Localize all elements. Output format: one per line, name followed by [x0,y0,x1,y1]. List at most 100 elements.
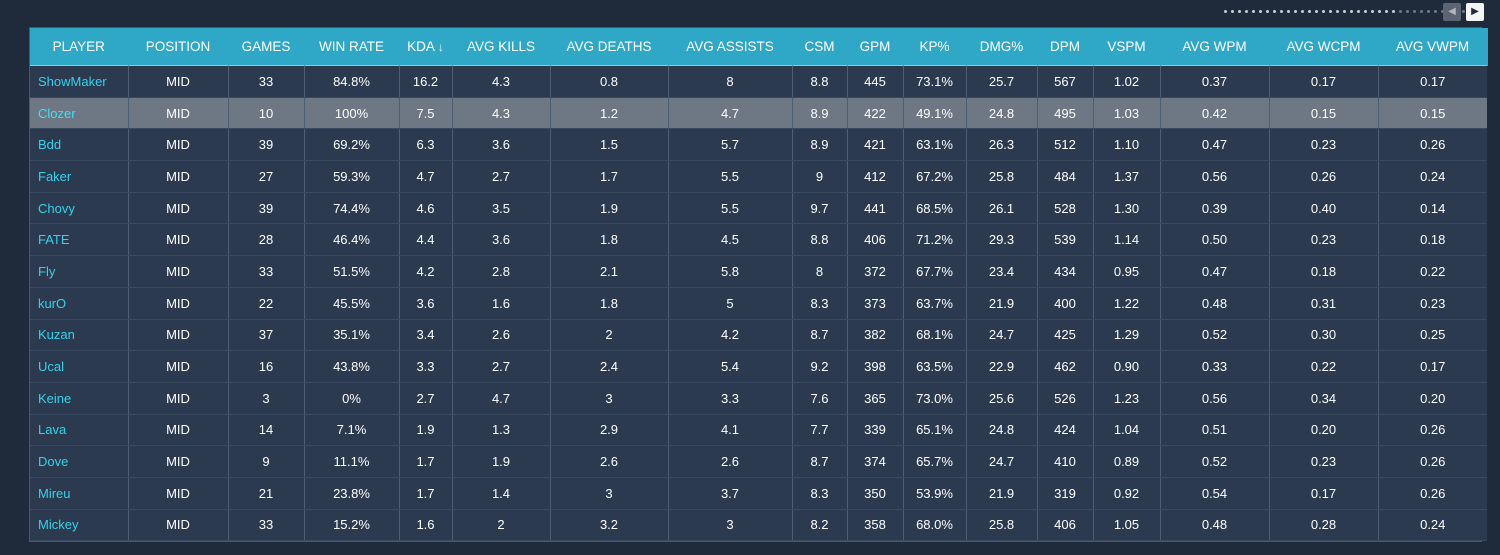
cell-position: MID [128,414,229,447]
column-header-vspm[interactable]: VSPM [1093,28,1161,66]
column-header-player[interactable]: PLAYER [30,28,129,66]
scroll-right-button[interactable]: ▶ [1466,3,1484,21]
cell-avg-deaths: 1.2 [550,97,669,130]
player-name-link[interactable]: Mickey [30,509,129,542]
cell-avg-wpm: 0.51 [1160,414,1270,447]
cell-kp: 67.2% [903,160,967,193]
pagination-dot [1378,10,1381,13]
cell-avg-vwpm: 0.14 [1378,192,1487,225]
table-row[interactable]: Keine MID 3 0% 2.7 4.7 3 3.3 7.6 365 73.0% 25.6 526 1… [30,382,1487,415]
pagination-dot [1329,10,1332,13]
column-header-kda[interactable]: KDA ↓ [399,28,453,66]
player-name-link[interactable]: Faker [30,160,129,193]
cell-win-rate: 100% [304,97,400,130]
player-name-link[interactable]: Clozer [30,97,129,130]
column-header-avg-deaths[interactable]: AVG DEATHS [550,28,669,66]
player-name-link[interactable]: Kuzan [30,319,129,352]
cell-avg-assists: 5 [668,287,793,320]
column-header-dpm[interactable]: DPM [1037,28,1094,66]
table-row[interactable]: ShowMaker MID 33 84.8% 16.2 4.3 0.8 8 8.8 445 73.1… [30,65,1487,98]
table-row[interactable]: FATE MID 28 46.4% 4.4 3.6 1.8 4.5 8.8 406 71.2% 29.… [30,223,1487,257]
table-row[interactable]: Dove MID 9 11.1% 1.7 1.9 2.6 2.6 8.7 374 65.7% 24.7… [30,445,1487,478]
cell-dpm: 528 [1037,192,1094,225]
cell-kp: 71.2% [903,223,967,257]
cell-kda: 4.4 [399,223,453,257]
cell-kp: 49.1% [903,97,967,130]
column-header-csm[interactable]: CSM [792,28,848,66]
column-header-position[interactable]: POSITION [128,28,229,66]
cell-avg-assists: 5.8 [668,255,793,288]
table-row[interactable]: Fly MID 33 51.5% 4.2 2.8 2.1 5.8 8 372 67.7% 23.4 43… [30,255,1487,288]
cell-kp: 65.7% [903,445,967,478]
cell-avg-assists: 5.5 [668,192,793,225]
cell-avg-kills: 2.8 [452,255,551,288]
table-row[interactable]: Mickey MID 33 15.2% 1.6 2 3.2 3 8.2 358 68.0% 25.8 4… [30,509,1487,542]
table-row[interactable]: Mireu MID 21 23.8% 1.7 1.4 3 3.7 8.3 350 53.9% 21.9… [30,477,1487,510]
column-header-avg-wcpm[interactable]: AVG WCPM [1269,28,1379,66]
table-row[interactable]: Lava MID 14 7.1% 1.9 1.3 2.9 4.1 7.7 339 65.1% 24.8… [30,414,1487,447]
table-row[interactable]: Chovy MID 39 74.4% 4.6 3.5 1.9 5.5 9.7 441 68.5% 26… [30,192,1487,225]
column-header-dmg[interactable]: DMG% [966,28,1038,66]
cell-avg-deaths: 2 [550,319,669,352]
column-header-avg-assists[interactable]: AVG ASSISTS [668,28,793,66]
cell-win-rate: 69.2% [304,128,400,162]
cell-avg-deaths: 3 [550,477,669,510]
table-row[interactable]: Clozer MID 10 100% 7.5 4.3 1.2 4.7 8.9 422 49.1% 24… [30,97,1487,130]
cell-avg-vwpm: 0.26 [1378,414,1487,447]
column-header-label: AVG DEATHS [566,39,652,54]
player-name-link[interactable]: Fly [30,255,129,288]
pagination-dots[interactable] [1224,10,1472,13]
player-name-link[interactable]: Bdd [30,128,129,162]
column-header-games[interactable]: GAMES [228,28,305,66]
cell-avg-kills: 3.6 [452,223,551,257]
column-header-avg-wpm[interactable]: AVG WPM [1160,28,1270,66]
cell-avg-deaths: 1.7 [550,160,669,193]
cell-avg-wcpm: 0.34 [1269,382,1379,415]
player-name-link[interactable]: Chovy [30,192,129,225]
table-row[interactable]: Ucal MID 16 43.8% 3.3 2.7 2.4 5.4 9.2 398 63.5% 22.… [30,350,1487,383]
player-name-link[interactable]: kurO [30,287,129,320]
cell-win-rate: 7.1% [304,414,400,447]
cell-position: MID [128,65,229,98]
cell-games: 33 [228,255,305,288]
column-header-label: DPM [1050,39,1080,54]
cell-dpm: 462 [1037,350,1094,383]
cell-csm: 8.8 [792,65,848,98]
cell-games: 28 [228,223,305,257]
cell-dmg: 25.6 [966,382,1038,415]
cell-avg-assists: 2.6 [668,445,793,478]
column-header-avg-vwpm[interactable]: AVG VWPM [1378,28,1488,66]
column-header-kp[interactable]: KP% [903,28,967,66]
cell-vspm: 1.22 [1093,287,1161,320]
player-name-link[interactable]: Lava [30,414,129,447]
column-header-gpm[interactable]: GPM [847,28,904,66]
cell-kda: 16.2 [399,65,453,98]
cell-avg-wpm: 0.56 [1160,160,1270,193]
cell-avg-assists: 3 [668,509,793,542]
player-name-link[interactable]: Keine [30,382,129,415]
table-row[interactable]: Bdd MID 39 69.2% 6.3 3.6 1.5 5.7 8.9 421 63.1% 26.3… [30,128,1487,162]
player-name-link[interactable]: Ucal [30,350,129,383]
table-row[interactable]: Faker MID 27 59.3% 4.7 2.7 1.7 5.5 9 412 67.2% 25.8… [30,160,1487,193]
sort-descending-icon: ↓ [437,40,444,54]
cell-kda: 1.7 [399,445,453,478]
table-row[interactable]: Kuzan MID 37 35.1% 3.4 2.6 2 4.2 8.7 382 68.1% 24.7… [30,319,1487,352]
column-header-label: GPM [859,39,891,54]
cell-vspm: 1.05 [1093,509,1161,542]
player-name-link[interactable]: ShowMaker [30,65,129,98]
player-name-link[interactable]: FATE [30,223,129,257]
cell-avg-wcpm: 0.26 [1269,160,1379,193]
column-header-label: AVG VWPM [1395,39,1470,54]
cell-kp: 65.1% [903,414,967,447]
cell-gpm: 374 [847,445,904,478]
table-row[interactable]: kurO MID 22 45.5% 3.6 1.6 1.8 5 8.3 373 63.7% 21.9 4… [30,287,1487,320]
cell-kp: 63.1% [903,128,967,162]
cell-avg-assists: 4.1 [668,414,793,447]
column-header-win-rate[interactable]: WIN RATE [304,28,400,66]
column-header-avg-kills[interactable]: AVG KILLS [452,28,551,66]
scroll-left-button[interactable]: ◀ [1443,3,1461,21]
cell-avg-vwpm: 0.15 [1378,97,1487,130]
player-name-link[interactable]: Mireu [30,477,129,510]
cell-avg-kills: 3.6 [452,128,551,162]
player-name-link[interactable]: Dove [30,445,129,478]
